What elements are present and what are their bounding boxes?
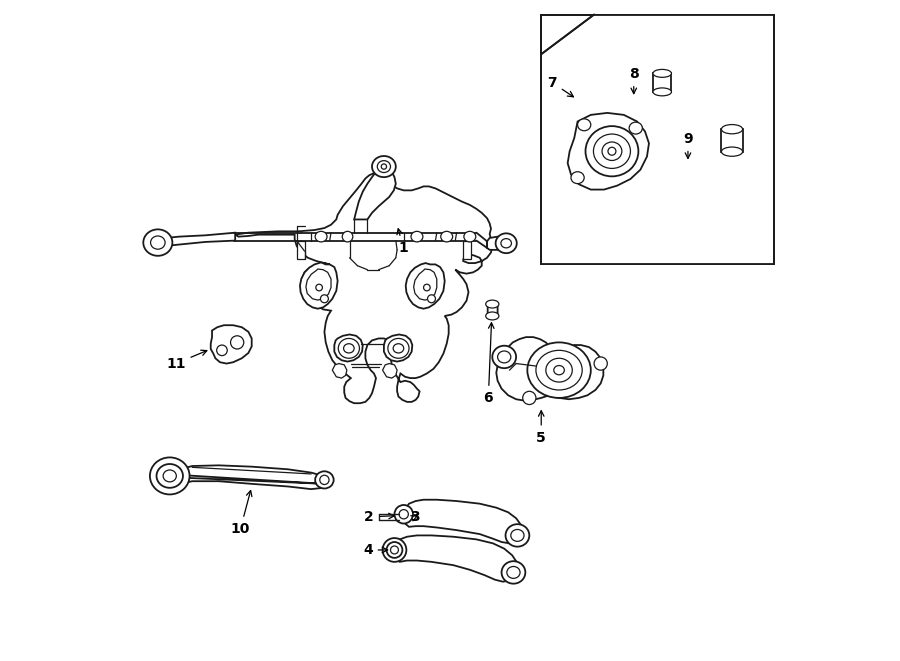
Polygon shape [306, 269, 331, 300]
Ellipse shape [377, 161, 391, 173]
Ellipse shape [608, 147, 616, 155]
Ellipse shape [554, 366, 564, 375]
Ellipse shape [157, 464, 183, 488]
Ellipse shape [428, 295, 436, 303]
Ellipse shape [527, 342, 590, 398]
Ellipse shape [150, 457, 190, 494]
Polygon shape [406, 263, 445, 309]
Ellipse shape [629, 122, 643, 134]
Text: 6: 6 [483, 323, 494, 405]
Ellipse shape [511, 529, 524, 541]
Ellipse shape [501, 239, 511, 248]
Ellipse shape [441, 231, 453, 242]
Ellipse shape [602, 142, 622, 161]
Ellipse shape [496, 233, 517, 253]
Polygon shape [414, 269, 436, 300]
Text: 4: 4 [363, 543, 388, 557]
Polygon shape [402, 500, 523, 543]
Ellipse shape [388, 338, 409, 358]
Polygon shape [393, 535, 518, 582]
Bar [542, 15, 773, 264]
Ellipse shape [486, 312, 499, 320]
Ellipse shape [372, 156, 396, 177]
Bar [541, 15, 774, 264]
Ellipse shape [394, 505, 413, 524]
Ellipse shape [382, 538, 407, 562]
Ellipse shape [320, 475, 329, 485]
Ellipse shape [571, 172, 584, 184]
Ellipse shape [578, 119, 590, 131]
Polygon shape [355, 167, 396, 219]
Text: 11: 11 [166, 350, 207, 371]
Polygon shape [297, 241, 304, 259]
Polygon shape [496, 337, 603, 401]
Ellipse shape [316, 284, 322, 291]
Text: 3: 3 [410, 510, 420, 524]
Ellipse shape [464, 231, 476, 242]
Ellipse shape [424, 284, 430, 291]
Bar [541, 15, 774, 264]
Polygon shape [568, 113, 649, 190]
Text: 10: 10 [230, 490, 252, 536]
Polygon shape [300, 262, 338, 309]
Polygon shape [334, 334, 363, 362]
Polygon shape [464, 241, 472, 259]
Text: 7: 7 [547, 75, 573, 97]
Ellipse shape [506, 524, 529, 547]
Text: 5: 5 [536, 410, 546, 445]
Ellipse shape [501, 561, 526, 584]
Ellipse shape [344, 344, 355, 353]
Ellipse shape [545, 358, 572, 382]
Text: 8: 8 [629, 67, 639, 94]
Ellipse shape [653, 88, 671, 96]
Ellipse shape [399, 510, 409, 519]
Ellipse shape [593, 134, 631, 169]
Ellipse shape [523, 391, 536, 405]
Text: 9: 9 [683, 132, 693, 159]
Ellipse shape [653, 69, 671, 77]
Ellipse shape [722, 147, 742, 156]
Ellipse shape [315, 231, 327, 242]
Polygon shape [384, 334, 412, 362]
Ellipse shape [498, 351, 511, 363]
Ellipse shape [722, 124, 742, 134]
Ellipse shape [217, 345, 227, 356]
Text: 2: 2 [364, 510, 394, 524]
Polygon shape [211, 325, 252, 364]
Ellipse shape [586, 126, 638, 176]
Ellipse shape [342, 231, 353, 242]
Polygon shape [722, 129, 742, 151]
Ellipse shape [163, 470, 176, 482]
Ellipse shape [393, 344, 404, 353]
Ellipse shape [492, 346, 516, 368]
Ellipse shape [150, 236, 165, 249]
Polygon shape [173, 465, 326, 489]
Polygon shape [332, 364, 347, 378]
Polygon shape [235, 171, 492, 403]
Ellipse shape [320, 295, 328, 303]
Ellipse shape [315, 471, 334, 488]
Ellipse shape [507, 566, 520, 578]
Text: 1: 1 [397, 229, 409, 255]
Ellipse shape [536, 350, 582, 390]
Ellipse shape [486, 300, 499, 308]
Ellipse shape [382, 164, 386, 169]
Ellipse shape [338, 338, 359, 358]
Polygon shape [653, 73, 671, 92]
Ellipse shape [230, 336, 244, 349]
Ellipse shape [143, 229, 173, 256]
Polygon shape [159, 233, 235, 246]
Ellipse shape [594, 357, 608, 370]
Ellipse shape [391, 546, 399, 554]
Ellipse shape [386, 542, 402, 558]
Polygon shape [488, 301, 498, 319]
Ellipse shape [411, 231, 423, 242]
Polygon shape [382, 364, 397, 378]
Polygon shape [487, 237, 506, 250]
